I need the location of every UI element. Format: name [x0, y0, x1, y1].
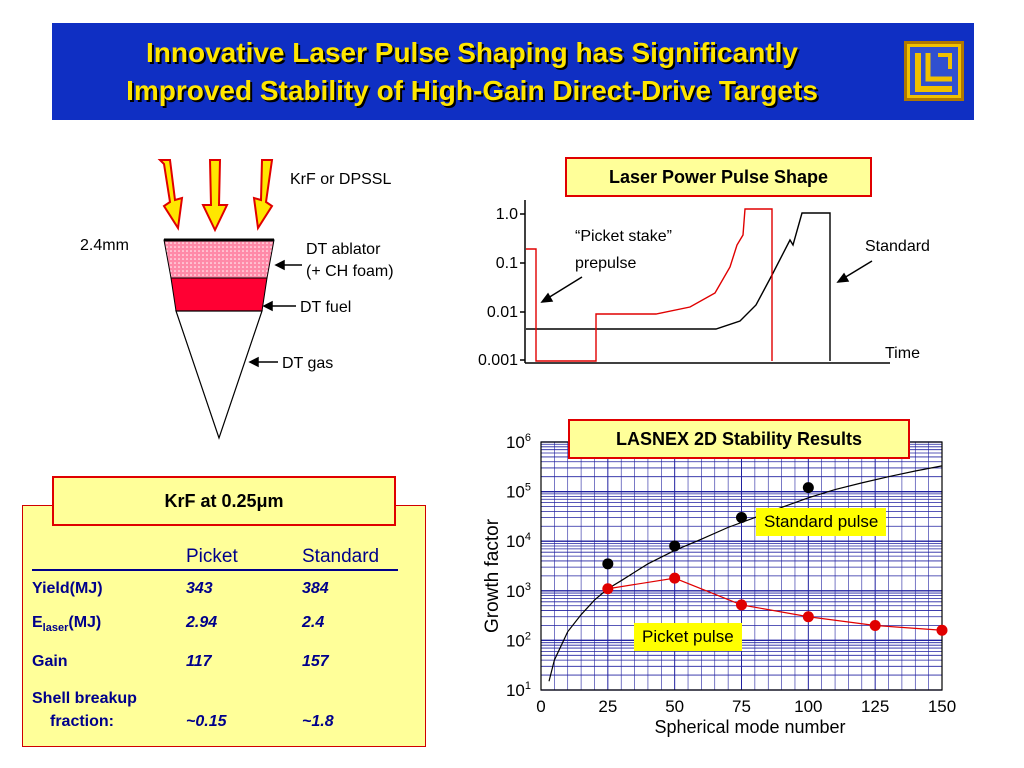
picket-pulse-point [869, 619, 881, 631]
picket-pulse-point [736, 599, 747, 611]
row-gain-picket: 117 [186, 653, 212, 670]
row-breakup-label-2: fraction: [50, 713, 114, 730]
krf-table-title: KrF at 0.25μm [52, 476, 396, 526]
standard-annotation: Standard [865, 238, 930, 255]
stability-grid [540, 441, 943, 691]
title-line-2: Improved Stability of High-Gain Direct-D… [126, 75, 818, 106]
standard-pulse-point [602, 558, 614, 570]
laser-label: KrF or DPSSL [290, 171, 392, 188]
picket-annotation-2: prepulse [575, 255, 636, 272]
picket-pulse-point [936, 624, 948, 636]
size-label: 2.4mm [80, 237, 129, 254]
stability-axes: 0 25 50 75 100 125 150 101 102 103 104 105 106 [506, 432, 956, 716]
pulse-ytick-4: 0.001 [478, 352, 518, 369]
pulse-ytick-1: 1.0 [496, 206, 518, 223]
laser-arrow-center-icon [201, 159, 229, 233]
stability-marks [548, 465, 948, 682]
stability-xtick: 25 [598, 697, 617, 716]
stability-xtick: 100 [794, 697, 822, 716]
stability-xtick: 50 [665, 697, 684, 716]
gas-label: DT gas [282, 355, 334, 372]
standard-pulse-point [736, 512, 747, 524]
stability-ytick: 105 [506, 482, 531, 502]
picket-pulse-line [607, 577, 943, 631]
table-header-rule [32, 569, 398, 571]
row-yield-label: Yield(MJ) [32, 580, 103, 597]
title-banner: Innovative Laser Pulse Shaping has Signi… [52, 23, 974, 120]
laser-arrow-right-icon [252, 159, 274, 231]
standard-pulse-line [526, 212, 831, 361]
row-gain-label: Gain [32, 653, 68, 670]
picket-pulse-point [802, 611, 814, 623]
stability-ytick: 106 [506, 432, 531, 452]
stability-ytick: 102 [506, 630, 531, 650]
stability-xtick: 150 [928, 697, 956, 716]
ablator-sublabel: (+ CH foam) [306, 263, 394, 280]
row-breakup-standard: ~1.8 [302, 713, 334, 730]
krf-table-panel [22, 505, 426, 747]
stability-chart: 0 25 50 75 100 125 150 101 102 103 104 105 106 Growt… [482, 432, 956, 737]
ablator-label: DT ablator [306, 241, 381, 258]
row-elaser-picket: 2.94 [186, 614, 218, 631]
standard-pulse-point [669, 540, 681, 552]
pulse-chart-title: Laser Power Pulse Shape [565, 157, 872, 197]
table-header-picket: Picket [186, 546, 238, 567]
picket-pulse-callout: Picket pulse [634, 623, 742, 651]
target-cone-diagram [157, 159, 275, 440]
picket-pulse-line [526, 208, 773, 362]
pulse-shape-chart: 1.0 0.1 0.01 0.001 Time “Picket stake” p… [478, 200, 930, 369]
stability-xtick: 125 [861, 697, 889, 716]
stability-ytick: 103 [506, 581, 531, 601]
picket-pulse-point [602, 583, 614, 595]
row-gain-standard: 157 [302, 653, 329, 670]
gas-layer [175, 310, 263, 440]
table-header-standard: Standard [302, 546, 380, 567]
title-line-1: Innovative Laser Pulse Shaping has Signi… [146, 37, 798, 68]
stability-xtick: 0 [536, 697, 545, 716]
row-breakup-label-1: Shell breakup [32, 690, 137, 707]
picket-pulse-point [669, 572, 681, 584]
lab-logo [904, 41, 964, 101]
stability-xlabel: Spherical mode number [654, 717, 845, 737]
stability-ytick: 104 [506, 531, 531, 551]
stability-ylabel: Growth factor [482, 518, 503, 633]
pulse-xlabel: Time [885, 345, 920, 362]
row-breakup-picket: ~0.15 [186, 713, 227, 730]
row-elaser-standard: 2.4 [302, 614, 325, 631]
fuel-label: DT fuel [300, 299, 352, 316]
row-elaser-label: Elaser(MJ) [32, 614, 102, 635]
row-yield-standard: 384 [302, 580, 329, 597]
stability-chart-title: LASNEX 2D Stability Results [568, 419, 910, 459]
standard-fit-curve [548, 465, 943, 682]
laser-arrow-left-icon [157, 159, 184, 231]
pulse-ytick-3: 0.01 [487, 304, 518, 321]
pulse-ytick-2: 0.1 [496, 255, 518, 272]
standard-pulse-callout: Standard pulse [756, 508, 887, 536]
stability-ytick: 101 [506, 680, 531, 700]
picket-annotation-1: “Picket stake” [575, 228, 672, 245]
stability-xtick: 75 [732, 697, 751, 716]
row-yield-picket: 343 [186, 580, 213, 597]
standard-pulse-point [802, 482, 814, 494]
